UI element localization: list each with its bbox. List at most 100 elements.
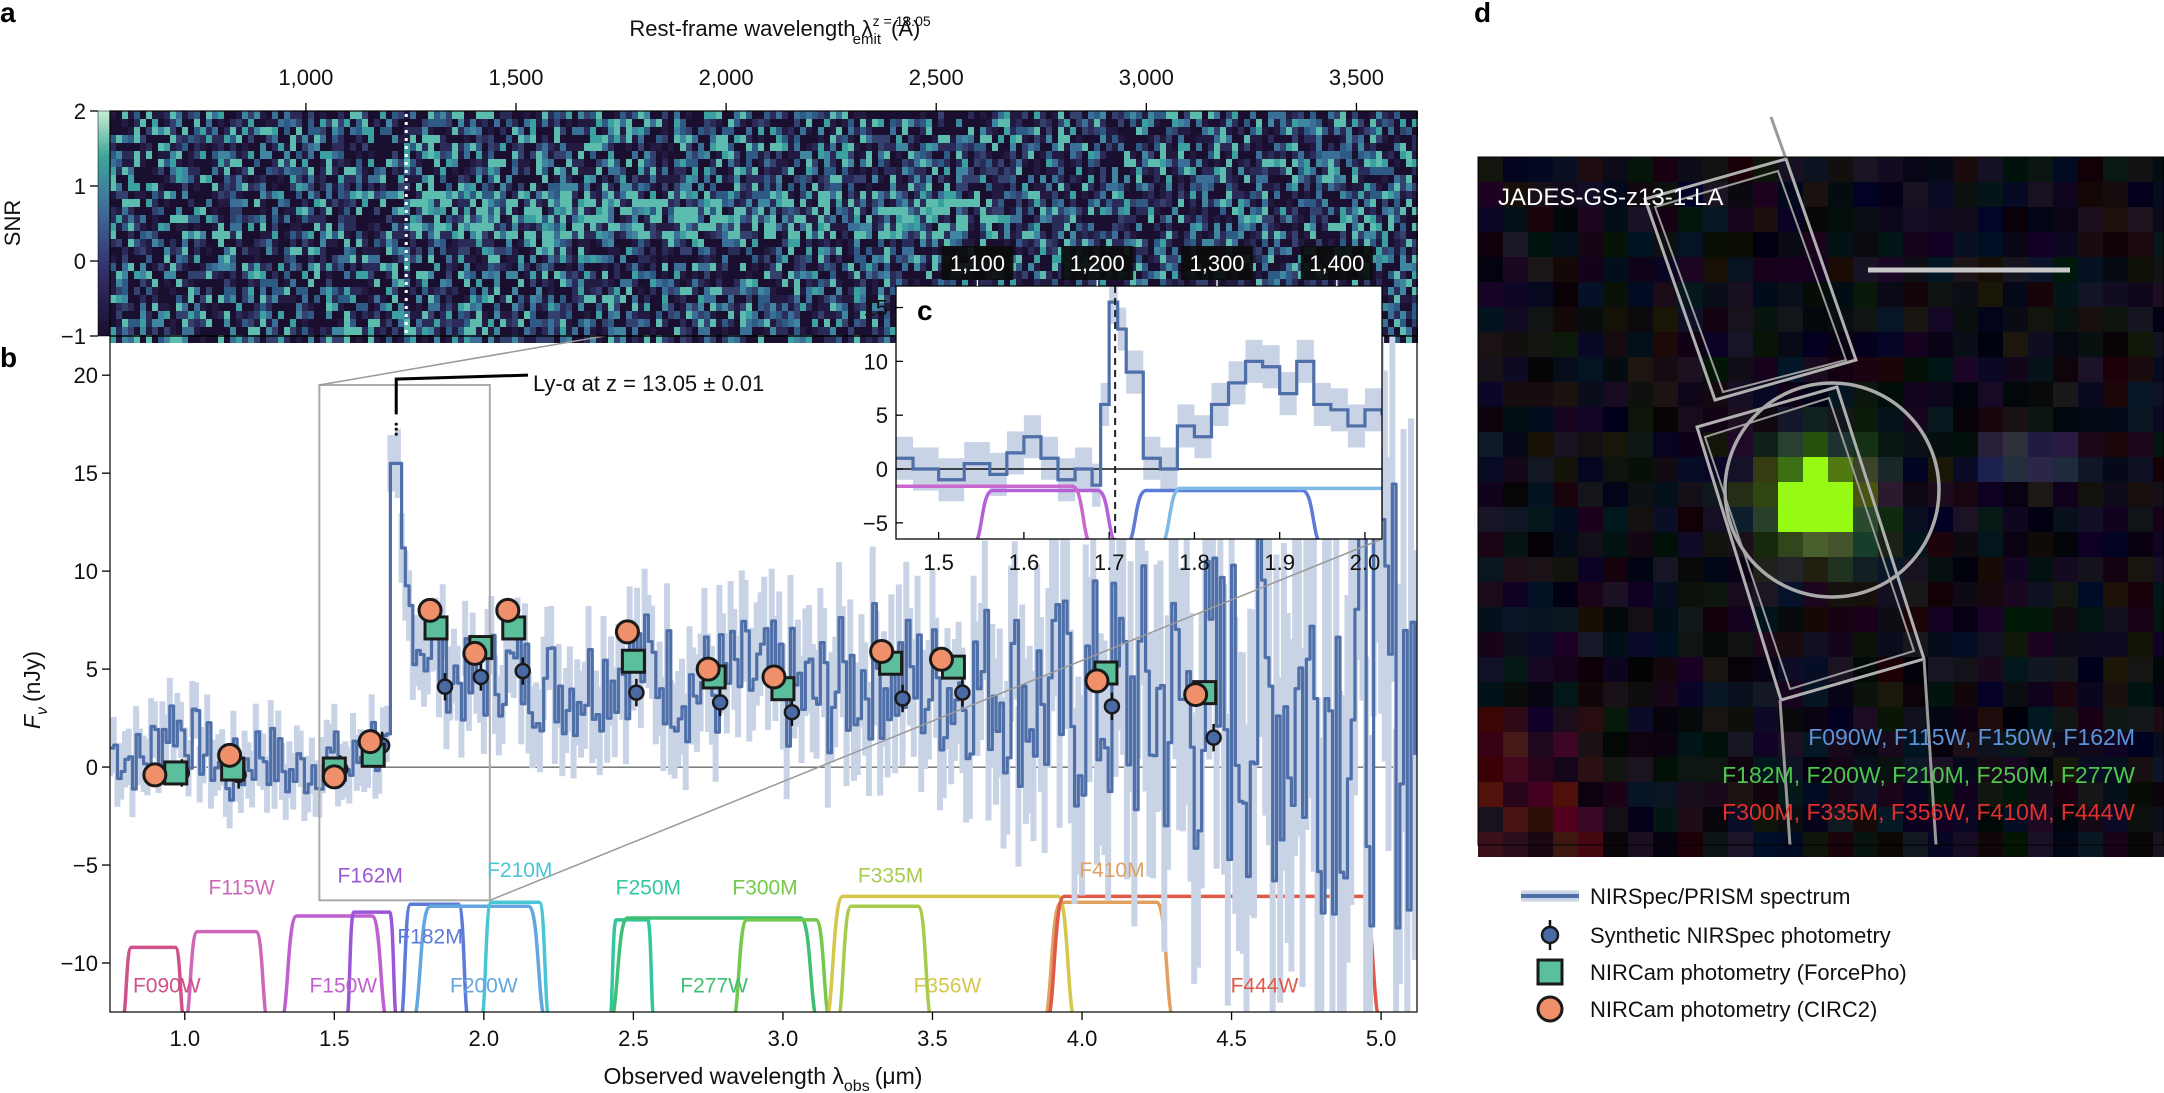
- heatmap-cell: [998, 175, 1004, 183]
- heatmap-cell: [188, 207, 194, 215]
- heatmap-cell: [176, 255, 182, 263]
- heatmap-cell: [188, 183, 194, 191]
- heatmap-cell: [122, 127, 128, 135]
- heatmap-cell: [752, 255, 758, 263]
- heatmap-cell: [662, 287, 668, 295]
- heatmap-cell: [356, 127, 362, 135]
- heatmap-cell: [1022, 127, 1028, 135]
- heatmap-cell: [962, 135, 968, 143]
- heatmap-cell: [812, 143, 818, 151]
- heatmap-cell: [338, 175, 344, 183]
- heatmap-cell: [644, 279, 650, 287]
- heatmap-cell: [392, 231, 398, 239]
- heatmap-cell: [800, 135, 806, 143]
- heatmap-cell: [1010, 159, 1016, 167]
- heatmap-cell: [878, 287, 884, 295]
- heatmap-cell: [368, 159, 374, 167]
- heatmap-cell: [1076, 199, 1082, 207]
- heatmap-cell: [1238, 119, 1244, 127]
- heatmap-cell: [950, 127, 956, 135]
- heatmap-cell: [500, 111, 506, 119]
- heatmap-cell: [446, 287, 452, 295]
- heatmap-cell: [428, 143, 434, 151]
- heatmap-cell: [1226, 175, 1232, 183]
- heatmap-cell: [326, 255, 332, 263]
- heatmap-cell: [806, 119, 812, 127]
- heatmap-cell: [770, 191, 776, 199]
- heatmap-cell: [386, 247, 392, 255]
- heatmap-cell: [572, 127, 578, 135]
- heatmap-cell: [1034, 223, 1040, 231]
- heatmap-cell: [1244, 223, 1250, 231]
- heatmap-cell: [758, 215, 764, 223]
- heatmap-cell: [1340, 159, 1346, 167]
- heatmap-cell: [920, 167, 926, 175]
- heatmap-cell: [128, 111, 134, 119]
- heatmap-cell: [614, 215, 620, 223]
- heatmap-cell: [260, 119, 266, 127]
- heatmap-cell: [938, 223, 944, 231]
- heatmap-cell: [290, 247, 296, 255]
- heatmap-cell: [524, 167, 530, 175]
- heatmap-cell: [200, 207, 206, 215]
- heatmap-cell: [1376, 247, 1382, 255]
- heatmap-cell: [980, 199, 986, 207]
- heatmap-cell: [212, 207, 218, 215]
- heatmap-cell: [386, 175, 392, 183]
- heatmap-cell: [1412, 247, 1418, 255]
- heatmap-cell: [224, 175, 230, 183]
- heatmap-cell: [1310, 119, 1316, 127]
- heatmap-cell: [920, 143, 926, 151]
- heatmap-cell: [560, 279, 566, 287]
- heatmap-cell: [530, 151, 536, 159]
- heatmap-cell: [932, 247, 938, 255]
- heatmap-cell: [632, 167, 638, 175]
- heatmap-cell: [638, 127, 644, 135]
- heatmap-cell: [1172, 127, 1178, 135]
- heatmap-cell: [800, 175, 806, 183]
- heatmap-cell: [782, 175, 788, 183]
- heatmap-cell: [1052, 159, 1058, 167]
- heatmap-cell: [830, 239, 836, 247]
- heatmap-cell: [1106, 183, 1112, 191]
- heatmap-cell: [566, 215, 572, 223]
- heatmap-cell: [584, 255, 590, 263]
- heatmap-cell: [596, 175, 602, 183]
- heatmap-cell: [1112, 159, 1118, 167]
- heatmap-cell: [272, 255, 278, 263]
- heatmap-cell: [1100, 127, 1106, 135]
- heatmap-cell: [242, 255, 248, 263]
- heatmap-cell: [1046, 271, 1052, 279]
- heatmap-cell: [1322, 127, 1328, 135]
- heatmap-cell: [380, 127, 386, 135]
- heatmap-cell: [476, 255, 482, 263]
- heatmap-cell: [848, 271, 854, 279]
- heatmap-cell: [476, 167, 482, 175]
- heatmap-cell: [1244, 207, 1250, 215]
- heatmap-cell: [992, 207, 998, 215]
- heatmap-cell: [1106, 239, 1112, 247]
- heatmap-cell: [1376, 119, 1382, 127]
- heatmap-cell: [752, 183, 758, 191]
- heatmap-cell: [182, 159, 188, 167]
- heatmap-cell: [1208, 151, 1214, 159]
- heatmap-cell: [392, 263, 398, 271]
- heatmap-cell: [188, 127, 194, 135]
- heatmap-cell: [1082, 223, 1088, 231]
- heatmap-cell: [266, 127, 272, 135]
- heatmap-cell: [1262, 271, 1268, 279]
- heatmap-cell: [146, 239, 152, 247]
- heatmap-cell: [608, 247, 614, 255]
- heatmap-cell: [1142, 175, 1148, 183]
- heatmap-cell: [1142, 263, 1148, 271]
- heatmap-cell: [1076, 223, 1082, 231]
- heatmap-cell: [194, 271, 200, 279]
- heatmap-cell: [980, 175, 986, 183]
- heatmap-cell: [1322, 119, 1328, 127]
- heatmap-cell: [1262, 175, 1268, 183]
- heatmap-cell: [170, 287, 176, 295]
- heatmap-cell: [1346, 111, 1352, 119]
- heatmap-cell: [272, 271, 278, 279]
- heatmap-cell: [194, 175, 200, 183]
- heatmap-cell: [788, 191, 794, 199]
